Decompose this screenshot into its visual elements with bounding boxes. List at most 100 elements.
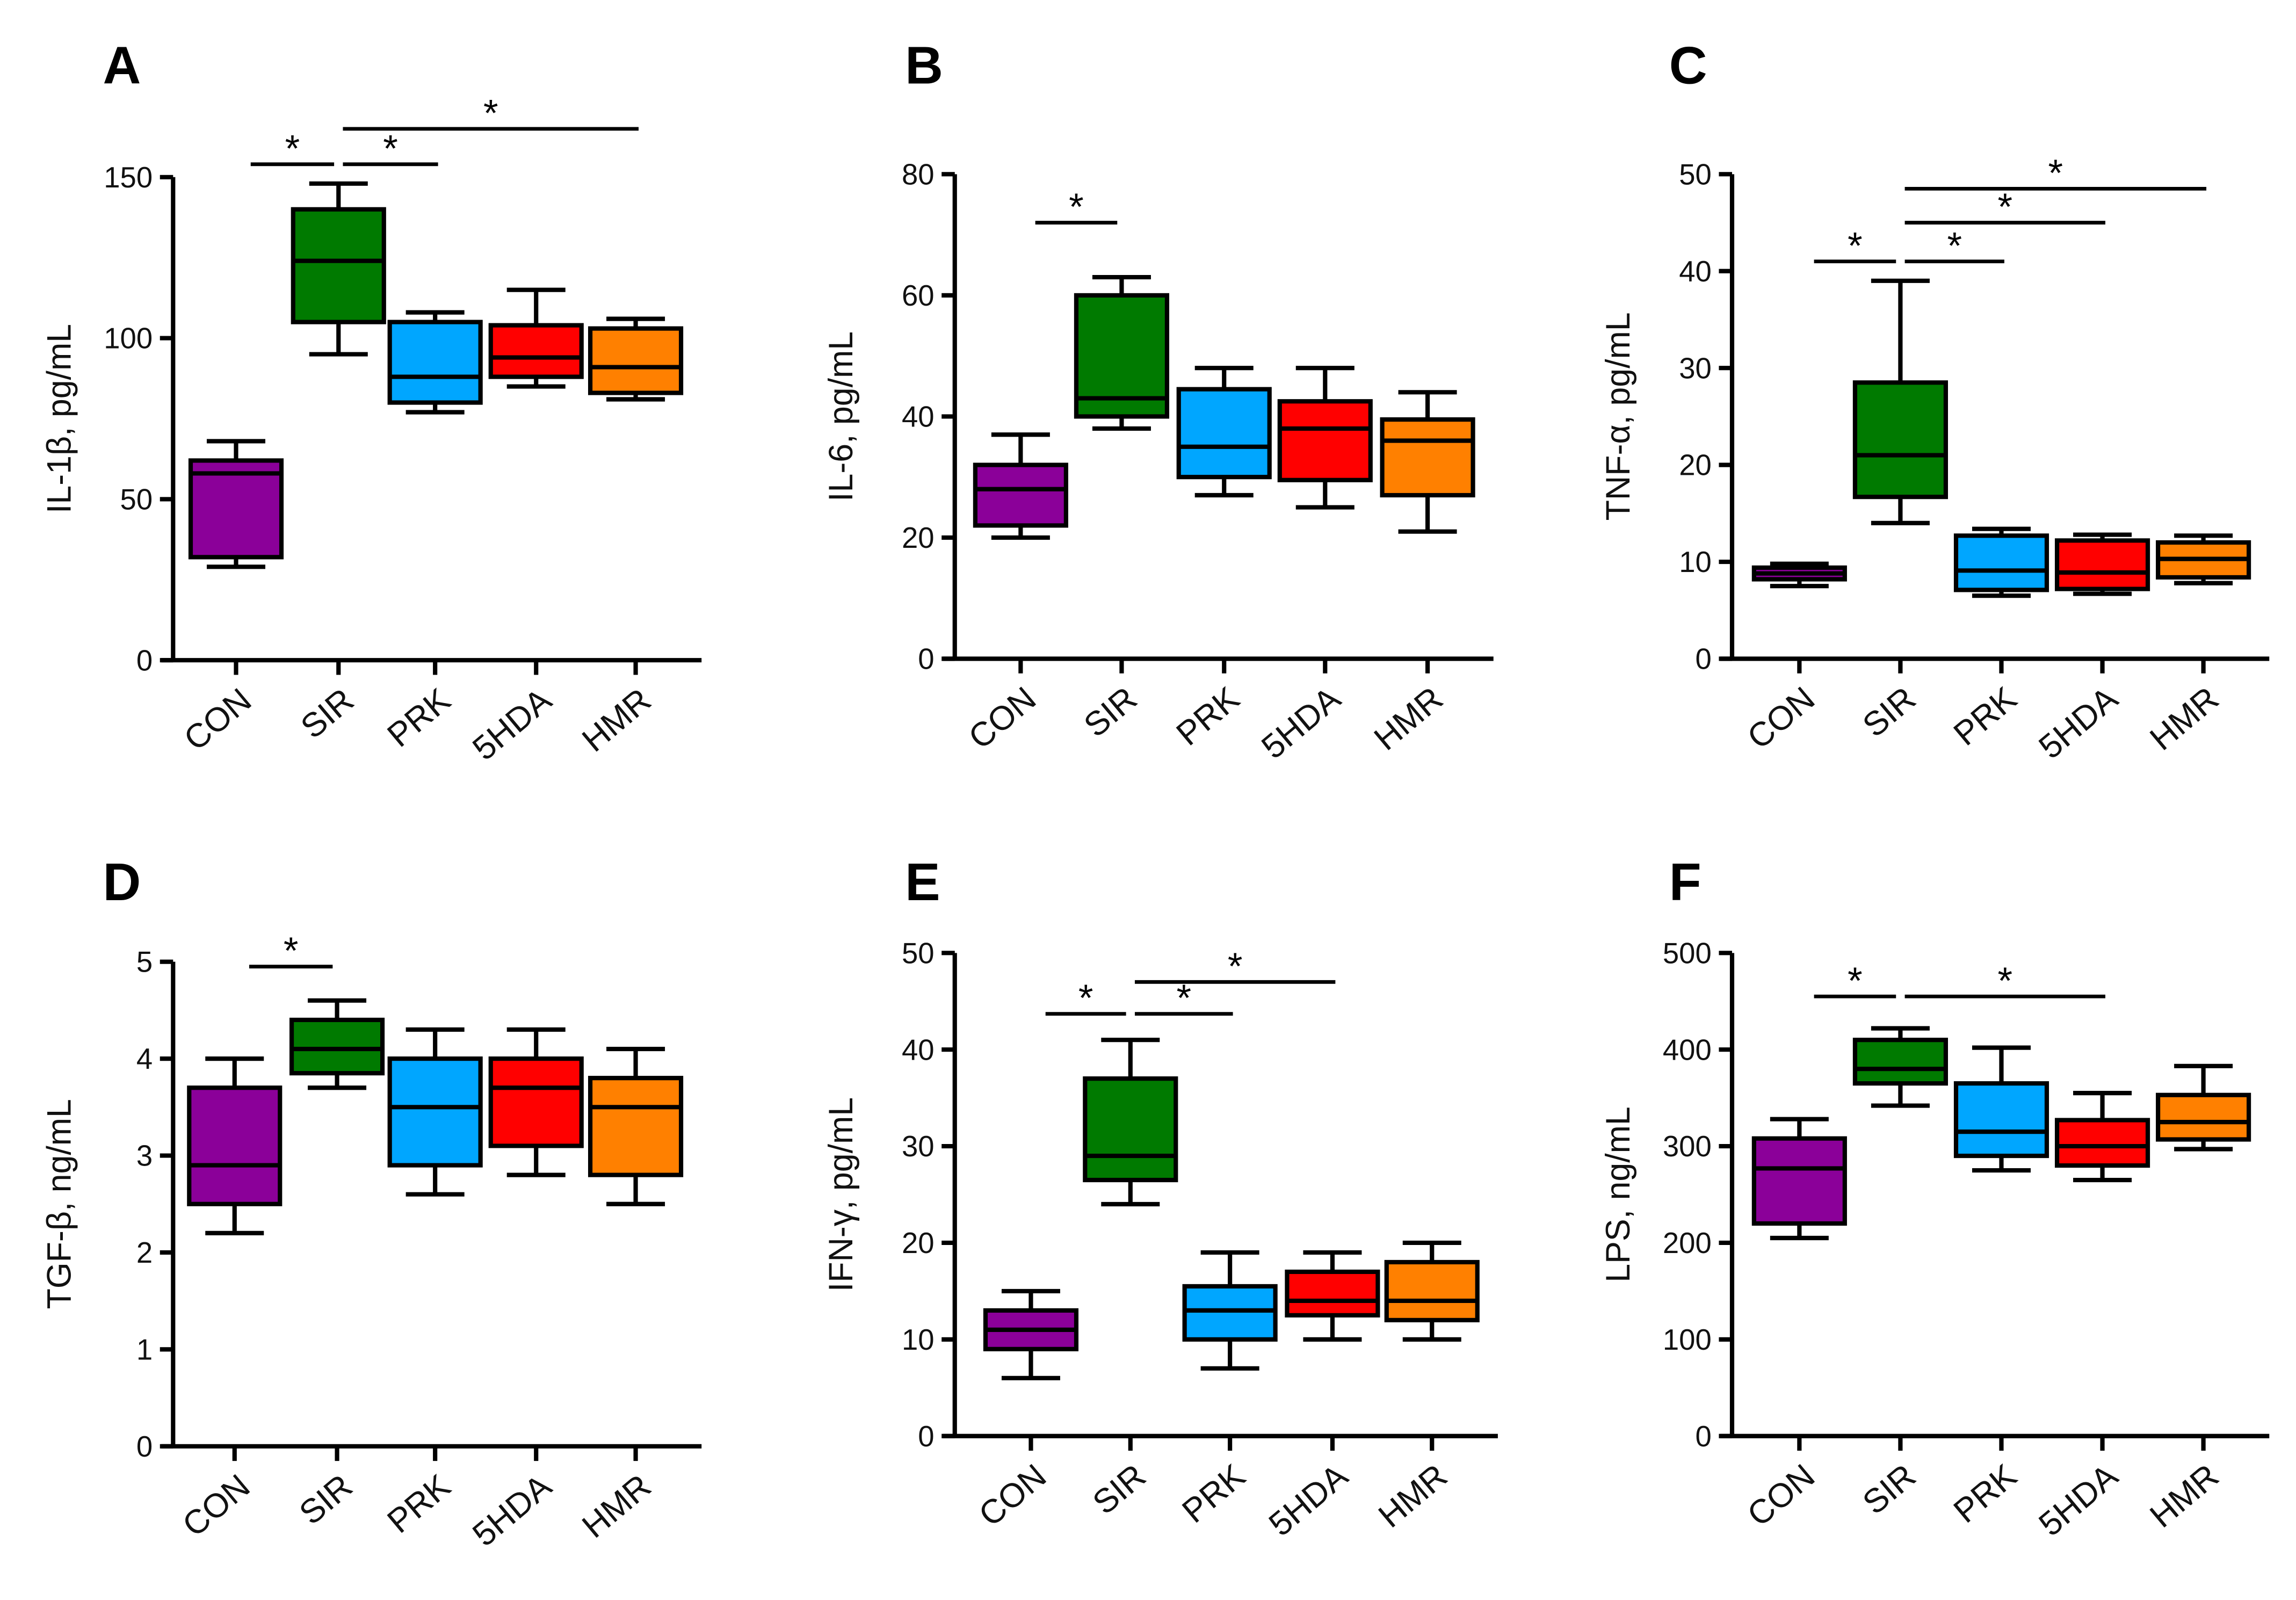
x-tick-label: 5HDA <box>1262 1457 1355 1543</box>
box-PRK <box>1182 1250 1278 1371</box>
panel-E: E 0 10 20 30 40 50 IFN-γ, pg/mL CON SIR PRK 5HDA HMR… <box>822 852 1498 1544</box>
box-iqr <box>187 1085 283 1206</box>
y-tick-label: 40 <box>902 1033 935 1066</box>
box-iqr <box>2054 1118 2150 1168</box>
y-tick-label: 0 <box>918 1420 934 1453</box>
x-tick-label: HMR <box>575 681 658 759</box>
box-iqr <box>588 1076 684 1177</box>
x-tick-label: 5HDA <box>2032 1457 2125 1543</box>
y-tick-label: 20 <box>902 1227 935 1259</box>
panel-B: B 0 20 40 60 80 IL-6, pg/mL CON SIR PRK 5HDA HMR * <box>822 35 1494 766</box>
y-axis-label: IL-1β, pg/mL <box>41 324 78 513</box>
y-axis-label: IFN-γ, pg/mL <box>822 1097 860 1292</box>
y-axis-label: LPS, ng/mL <box>1599 1106 1637 1282</box>
box-CON <box>983 1288 1079 1380</box>
box-5HDA <box>1277 366 1373 510</box>
box-CON <box>1751 561 1847 589</box>
box-CON <box>188 439 284 569</box>
box-iqr <box>387 320 483 405</box>
significance-star: * <box>1228 945 1243 988</box>
y-tick-label: 300 <box>1663 1130 1712 1163</box>
x-tick-label: 5HDA <box>2032 679 2125 766</box>
y-tick-label: 10 <box>1679 546 1712 578</box>
box-iqr <box>1380 417 1475 498</box>
box-iqr <box>1277 399 1373 482</box>
box-iqr <box>1953 533 2049 592</box>
x-tick-label: 5HDA <box>466 681 559 768</box>
y-tick-label: 0 <box>918 643 934 676</box>
y-tick-label: 60 <box>902 279 935 312</box>
y-tick-label: 500 <box>1663 937 1712 969</box>
box-SIR <box>1083 1038 1178 1207</box>
box-PRK <box>387 310 483 415</box>
box-SIR <box>291 181 386 357</box>
box-SIR <box>289 998 385 1090</box>
significance-star: * <box>1947 225 1962 267</box>
panel-letter: B <box>905 35 943 95</box>
x-tick-label: PRK <box>1169 679 1247 753</box>
significance-star: * <box>1069 186 1084 228</box>
box-iqr <box>1852 380 1948 499</box>
y-tick-label: 400 <box>1663 1033 1712 1066</box>
y-tick-label: 50 <box>1679 158 1712 191</box>
box-PRK <box>1953 1045 2049 1173</box>
y-tick-label: 0 <box>136 644 153 677</box>
box-HMR <box>2156 1063 2251 1152</box>
box-PRK <box>1953 526 2049 598</box>
significance-star: * <box>383 127 398 170</box>
panel-C: C 0 10 20 30 40 50 TNF-α, pg/mL CON SIR PRK 5HDA HMR… <box>1599 35 2270 766</box>
box-iqr <box>1176 387 1272 480</box>
box-iqr <box>1852 1038 1948 1086</box>
significance-star: * <box>2048 152 2063 194</box>
y-tick-label: 80 <box>902 158 935 191</box>
box-SIR <box>1852 1026 1948 1108</box>
significance-star: * <box>1998 960 2013 1002</box>
y-axis-label: IL-6, pg/mL <box>822 331 860 502</box>
box-iqr <box>1953 1081 2049 1159</box>
x-tick-label: CON <box>1740 679 1822 756</box>
box-5HDA <box>488 1027 584 1177</box>
box-SIR <box>1074 274 1170 431</box>
x-tick-label: PRK <box>380 1467 458 1541</box>
x-tick-label: 5HDA <box>466 1467 559 1554</box>
box-iqr <box>488 323 584 379</box>
box-HMR <box>588 1046 684 1206</box>
box-CON <box>187 1056 283 1235</box>
y-tick-label: 30 <box>1679 352 1712 385</box>
y-axis-label: TGF-β, ng/mL <box>41 1099 78 1309</box>
x-tick-label: 5HDA <box>1255 679 1348 766</box>
box-PRK <box>1176 366 1272 498</box>
box-iqr <box>387 1056 483 1168</box>
box-HMR <box>2156 533 2251 585</box>
panel-letter: D <box>103 852 141 911</box>
y-tick-label: 50 <box>120 483 153 516</box>
significance-star: * <box>483 92 498 134</box>
x-tick-label: HMR <box>1372 1457 1454 1535</box>
x-tick-label: PRK <box>1175 1457 1252 1530</box>
x-tick-label: SIR <box>1856 679 1923 744</box>
x-tick-label: PRK <box>1946 1457 2024 1530</box>
panel-F: F 0 100 200 300 400 500 LPS, ng/mL CON SIR PRK 5HDA… <box>1599 852 2270 1544</box>
y-tick-label: 100 <box>104 322 153 355</box>
y-tick-label: 20 <box>1679 449 1712 482</box>
x-tick-label: PRK <box>1946 679 2024 753</box>
box-CON <box>973 432 1068 540</box>
y-tick-label: 4 <box>136 1042 153 1075</box>
x-tick-label: CON <box>176 1467 257 1544</box>
box-iqr <box>2156 1092 2251 1142</box>
x-tick-label: SIR <box>294 681 361 746</box>
box-HMR <box>588 316 684 402</box>
y-tick-label: 40 <box>1679 255 1712 288</box>
y-tick-label: 0 <box>1696 643 1712 676</box>
panel-A: A 0 50 100 150 IL-1β, pg/mL CON SIR PRK 5HDA HMR * *… <box>41 35 702 768</box>
box-iqr <box>1285 1269 1380 1317</box>
box-iqr <box>973 462 1068 528</box>
panel-letter: E <box>905 852 940 911</box>
x-tick-label: SIR <box>1856 1457 1923 1522</box>
box-iqr <box>1083 1076 1178 1183</box>
panel-letter: A <box>103 35 141 95</box>
y-tick-label: 1 <box>136 1333 153 1366</box>
box-5HDA <box>2054 532 2150 596</box>
box-5HDA <box>2054 1091 2150 1183</box>
